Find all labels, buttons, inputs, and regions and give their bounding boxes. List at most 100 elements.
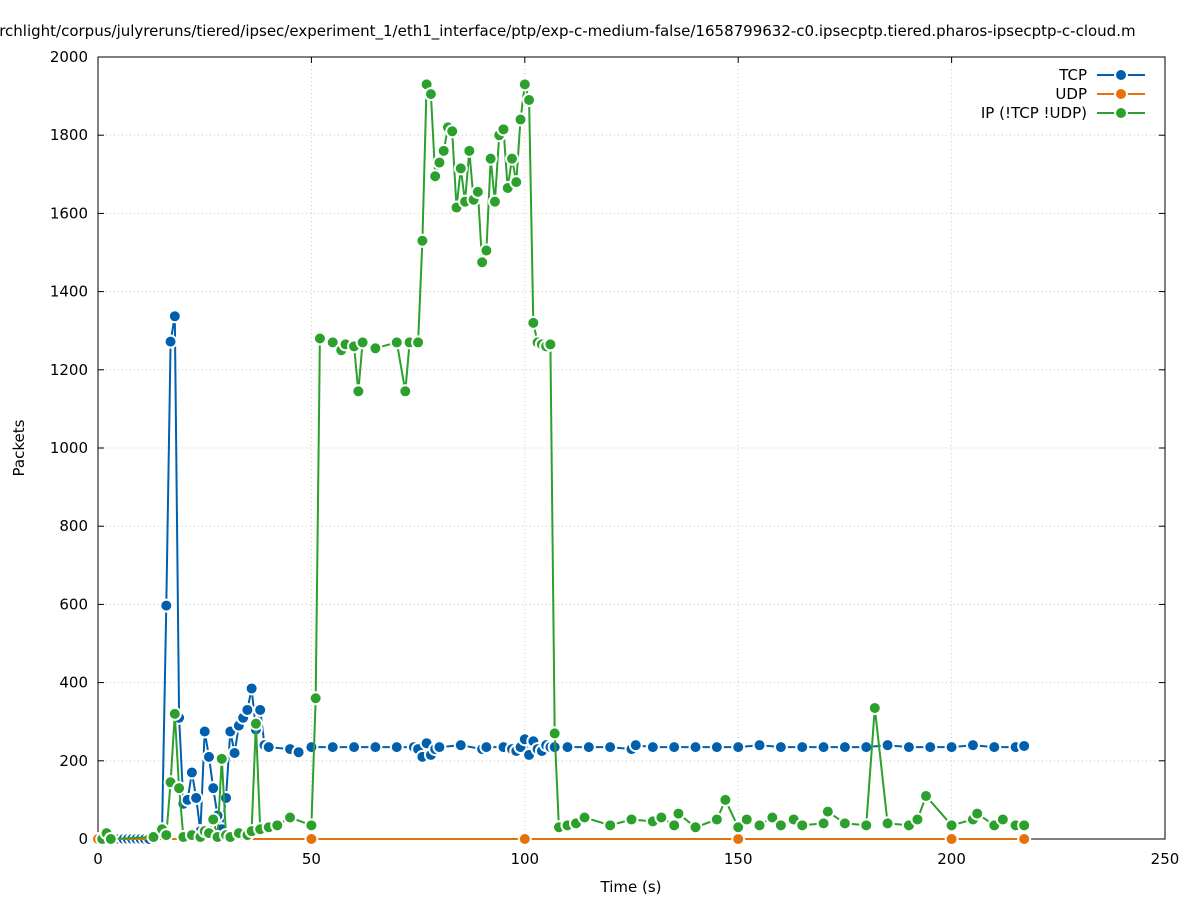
data-point xyxy=(453,738,468,753)
data-point xyxy=(167,309,182,324)
data-point xyxy=(411,335,426,350)
data-point xyxy=(453,161,468,176)
data-point xyxy=(752,738,767,753)
data-point xyxy=(603,740,618,755)
data-point xyxy=(487,194,502,209)
data-point xyxy=(837,740,852,755)
data-point xyxy=(517,832,532,846)
data-point xyxy=(159,598,174,613)
data-point xyxy=(351,384,366,399)
data-point xyxy=(837,816,852,831)
data-point xyxy=(944,818,959,833)
data-point xyxy=(159,828,174,843)
data-point xyxy=(368,740,383,755)
data-point xyxy=(859,818,874,833)
y-tick-label: 1200 xyxy=(50,361,88,379)
data-point xyxy=(816,740,831,755)
data-point xyxy=(389,335,404,350)
data-point xyxy=(240,702,255,717)
x-tick-label: 0 xyxy=(93,850,103,868)
data-point xyxy=(517,77,532,92)
data-point xyxy=(581,740,596,755)
y-tick-label: 400 xyxy=(59,674,88,692)
data-point xyxy=(522,93,537,108)
data-point xyxy=(526,315,541,330)
data-point xyxy=(219,790,234,805)
data-point xyxy=(731,832,746,846)
data-point xyxy=(667,818,682,833)
y-tick-label: 1800 xyxy=(50,126,88,144)
legend-marker xyxy=(1114,106,1128,120)
legend-label: IP (!TCP !UDP) xyxy=(981,104,1087,122)
data-point xyxy=(389,740,404,755)
data-point xyxy=(987,740,1002,755)
legend-marker xyxy=(1114,68,1128,82)
data-point xyxy=(739,812,754,827)
data-point xyxy=(709,812,724,827)
data-point xyxy=(880,738,895,753)
data-point xyxy=(752,818,767,833)
data-point xyxy=(731,740,746,755)
legend-marker xyxy=(1114,87,1128,101)
y-tick-label: 0 xyxy=(78,830,88,848)
data-point xyxy=(227,745,242,760)
chart-title: archlight/corpus/julyreruns/tiered/ipsec… xyxy=(0,22,1136,41)
data-point xyxy=(189,790,204,805)
y-tick-label: 1400 xyxy=(50,283,88,301)
data-point xyxy=(304,818,319,833)
data-point xyxy=(970,806,985,821)
data-point xyxy=(432,740,447,755)
data-point xyxy=(304,832,319,846)
data-point xyxy=(820,804,835,819)
data-point xyxy=(995,812,1010,827)
data-point xyxy=(436,143,451,158)
data-point xyxy=(283,810,298,825)
data-point xyxy=(560,740,575,755)
data-point xyxy=(901,740,916,755)
data-point xyxy=(325,740,340,755)
data-point xyxy=(816,816,831,831)
data-point xyxy=(688,820,703,835)
data-point xyxy=(795,740,810,755)
data-point xyxy=(1017,832,1032,846)
data-point xyxy=(910,812,925,827)
data-point xyxy=(671,806,686,821)
y-tick-label: 1600 xyxy=(50,204,88,222)
data-point xyxy=(944,832,959,846)
y-tick-label: 1000 xyxy=(50,439,88,457)
data-point xyxy=(206,781,221,796)
data-point xyxy=(509,175,524,190)
data-point xyxy=(718,792,733,807)
data-point xyxy=(398,384,413,399)
data-point xyxy=(543,337,558,352)
data-point xyxy=(709,740,724,755)
data-point xyxy=(248,716,263,731)
data-point xyxy=(859,740,874,755)
data-point xyxy=(628,738,643,753)
data-point xyxy=(312,331,327,346)
x-axis-label: Time (s) xyxy=(600,878,662,896)
data-point xyxy=(603,818,618,833)
data-point xyxy=(304,740,319,755)
data-point xyxy=(172,781,187,796)
data-point xyxy=(214,751,229,766)
data-point xyxy=(880,816,895,831)
data-point xyxy=(244,681,259,696)
series-tcp xyxy=(95,309,1032,846)
data-point xyxy=(504,151,519,166)
data-point xyxy=(167,706,182,721)
legend-label: UDP xyxy=(1055,85,1087,103)
x-tick-label: 100 xyxy=(510,850,539,868)
data-point xyxy=(773,818,788,833)
data-point xyxy=(201,749,216,764)
y-tick-label: 200 xyxy=(59,752,88,770)
y-axis-label: Packets xyxy=(10,419,28,476)
data-point xyxy=(475,255,490,270)
data-point xyxy=(479,740,494,755)
series-layer xyxy=(91,77,1032,846)
y-tick-label: 2000 xyxy=(50,48,88,66)
x-tick-label: 150 xyxy=(724,850,753,868)
data-point xyxy=(308,691,323,706)
data-point xyxy=(624,812,639,827)
